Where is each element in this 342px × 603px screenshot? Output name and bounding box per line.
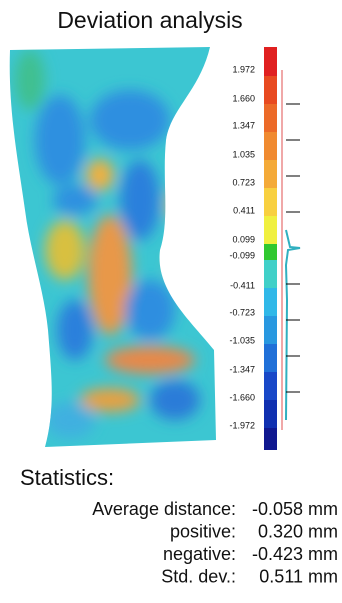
title: Deviation analysis	[57, 7, 242, 33]
scale-label: 0.723	[232, 177, 255, 187]
scale-label: 0.099	[232, 234, 255, 244]
deviation-surface	[0, 40, 220, 460]
scale-label: 0.411	[233, 205, 255, 215]
color-scale	[264, 47, 300, 450]
statistics: Average distance: -0.058 mm positive: 0.320…	[92, 499, 338, 587]
scale-label: -0.723	[229, 307, 255, 317]
scale-label: -1.972	[229, 420, 255, 430]
scale-label: 1.347	[232, 120, 255, 130]
scale-label: -1.347	[229, 364, 255, 374]
scale-label: 1.660	[232, 93, 255, 103]
stat-label: positive:	[170, 522, 236, 542]
statistics-title: Statistics:	[20, 465, 114, 490]
stat-value: -0.423 mm	[252, 544, 338, 564]
stat-value: 0.511 mm	[259, 567, 338, 587]
scale-label: -0.411	[230, 280, 255, 290]
scale-label: 1.972	[232, 64, 255, 74]
stat-label: Std. dev.:	[161, 567, 236, 587]
scale-label: -1.660	[229, 392, 255, 402]
scale-label: 1.035	[232, 149, 255, 159]
stat-value: -0.058 mm	[252, 499, 338, 519]
figure: Deviation analysis	[0, 0, 342, 603]
stat-label: Average distance:	[92, 499, 236, 519]
scale-label: -1.035	[229, 335, 255, 345]
stat-label: negative:	[163, 544, 236, 564]
stat-value: 0.320 mm	[258, 522, 338, 542]
scale-label: -0.099	[229, 250, 255, 260]
scale-labels: 1.972 1.660 1.347 1.035 0.723 0.411 0.099 -0.09…	[229, 64, 255, 430]
